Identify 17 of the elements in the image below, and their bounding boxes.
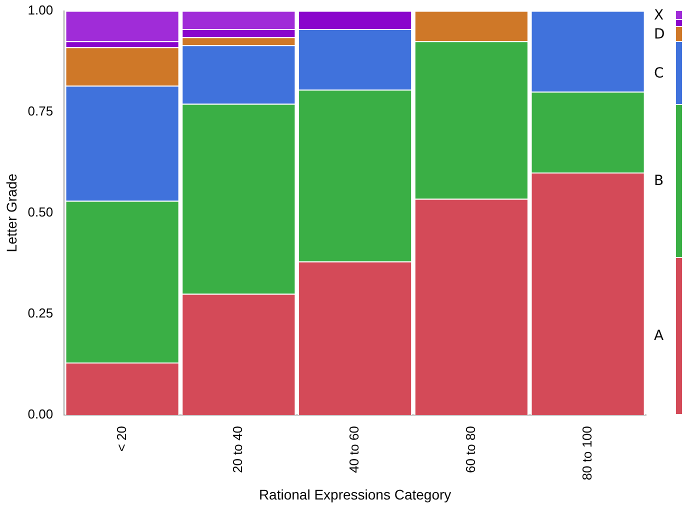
series-label: B <box>654 173 664 190</box>
x-tick-label: < 20 <box>114 426 129 452</box>
series-label: C <box>654 65 664 82</box>
y-tick-label: 1.00 <box>28 2 54 18</box>
series-label: A <box>654 328 664 344</box>
legend-label: D <box>654 26 665 42</box>
y-tick-label: 0.50 <box>28 204 54 220</box>
y-axis-title: Letter Grade <box>3 173 20 252</box>
x-tick-label: 80 to 100 <box>579 426 594 480</box>
legend-label: X <box>654 7 664 24</box>
x-tick-label: 60 to 80 <box>463 426 478 473</box>
y-tick-label: 0.75 <box>28 103 54 118</box>
x-tick-label: 40 to 60 <box>346 426 362 473</box>
y-tick-label: 0.25 <box>28 306 54 321</box>
x-tick-label: 20 to 40 <box>230 426 246 473</box>
x-axis-title: Rational Expressions Category <box>258 486 452 502</box>
y-tick-label: 0.00 <box>28 406 54 422</box>
